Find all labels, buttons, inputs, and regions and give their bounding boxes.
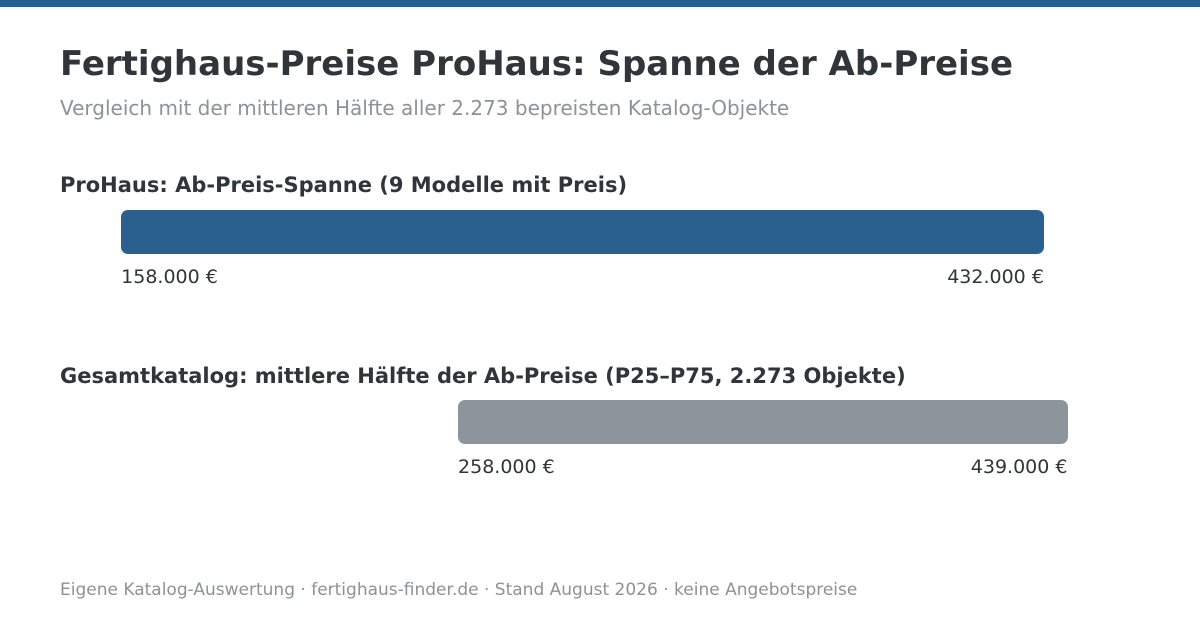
chart-subtitle: Vergleich mit der mittleren Hälfte aller…	[60, 96, 790, 120]
range-bar-gesamtkatalog	[458, 400, 1068, 444]
min-value-label-gesamtkatalog: 258.000 €	[458, 456, 555, 478]
min-value-label-prohaus: 158.000 €	[121, 266, 218, 288]
chart-title: Fertighaus-Preise ProHaus: Spanne der Ab…	[60, 44, 1014, 84]
max-value-label-gesamtkatalog: 439.000 €	[970, 456, 1068, 478]
series-label-gesamtkatalog: Gesamtkatalog: mittlere Hälfte der Ab-Pr…	[60, 364, 906, 388]
footer-source-note: Eigene Katalog-Auswertung · fertighaus-f…	[60, 580, 858, 600]
series-label-prohaus: ProHaus: Ab-Preis-Spanne (9 Modelle mit …	[60, 173, 628, 197]
range-bar-prohaus	[121, 210, 1045, 254]
max-value-label-prohaus: 432.000 €	[947, 266, 1044, 288]
top-accent-bar	[0, 0, 1200, 7]
